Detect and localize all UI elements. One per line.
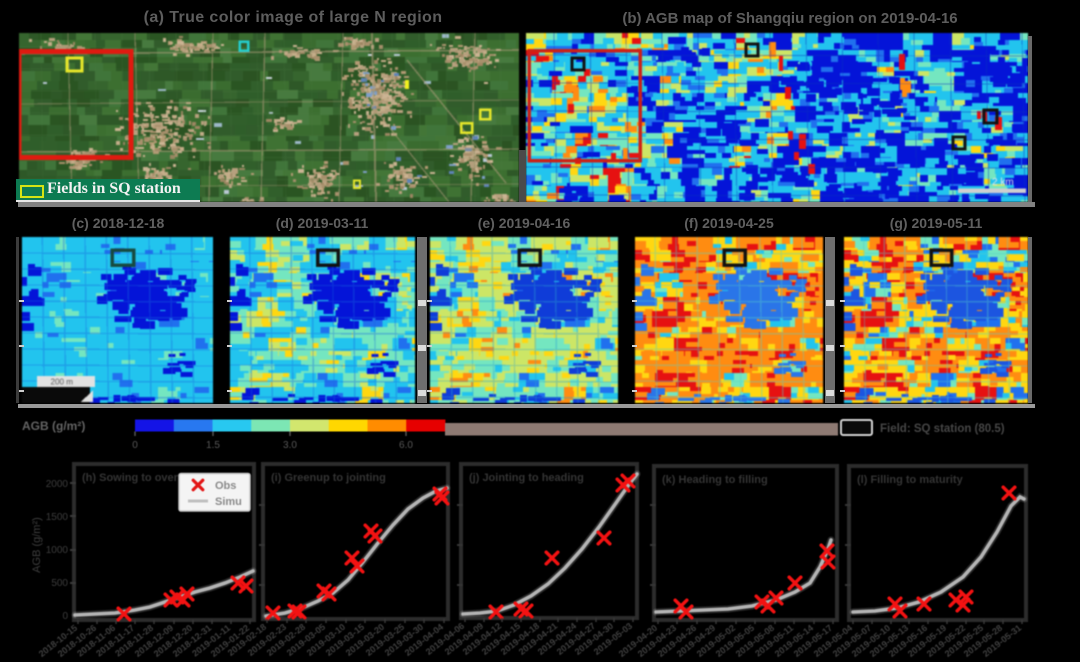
svg-text:Field: SQ station (80.5): Field: SQ station (80.5) <box>880 423 1005 435</box>
svg-text:3.0: 3.0 <box>283 440 297 451</box>
svg-text:AGB (g/m²): AGB (g/m²) <box>31 517 43 573</box>
svg-text:2000: 2000 <box>46 479 69 490</box>
svg-text:Simu: Simu <box>215 496 242 508</box>
svg-text:1.5: 1.5 <box>206 440 220 451</box>
svg-text:500: 500 <box>51 578 68 589</box>
svg-text:200 m: 200 m <box>50 378 73 387</box>
svg-text:Obs: Obs <box>215 480 236 492</box>
svg-text:0: 0 <box>132 440 138 451</box>
svg-text:0: 0 <box>62 611 68 622</box>
svg-text:(j) Jointing to heading: (j) Jointing to heading <box>469 472 584 484</box>
svg-text:(k) Heading to filling: (k) Heading to filling <box>662 474 768 486</box>
svg-text:(l) Filling to maturity: (l) Filling to maturity <box>857 474 964 486</box>
svg-text:AGB (g/m²): AGB (g/m²) <box>22 419 85 433</box>
svg-text:2 km: 2 km <box>992 177 1014 188</box>
svg-text:6.0: 6.0 <box>399 440 413 451</box>
svg-text:(i) Greenup to jointing: (i) Greenup to jointing <box>271 472 386 484</box>
svg-text:1500: 1500 <box>46 512 69 523</box>
svg-text:1000: 1000 <box>46 545 69 556</box>
